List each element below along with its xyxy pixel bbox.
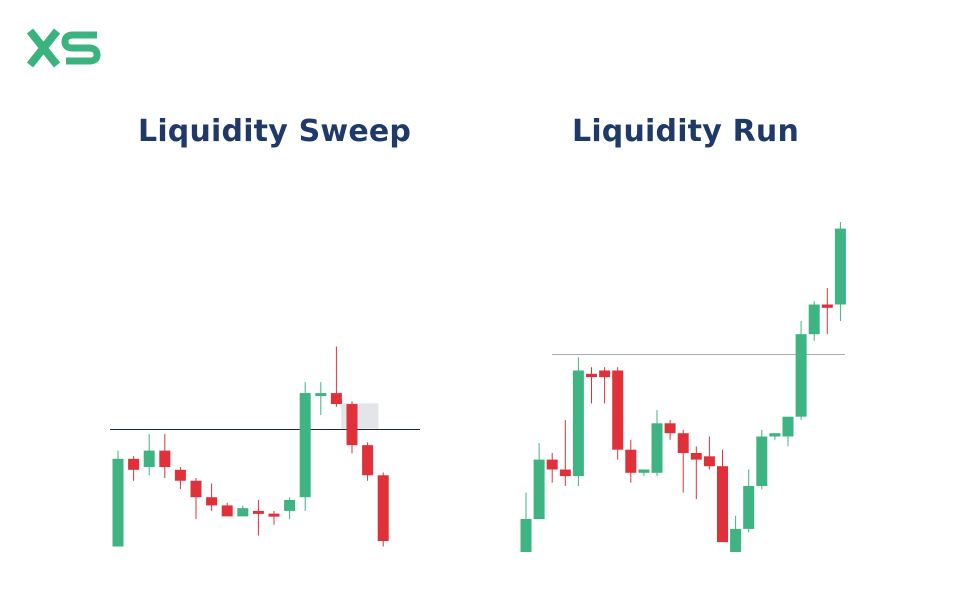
bullish-candle: [743, 486, 755, 529]
bearish-candle: [206, 497, 218, 506]
bullish-candle: [834, 228, 846, 305]
bullish-candle: [237, 508, 249, 517]
bearish-candle: [821, 304, 833, 308]
bullish-candle: [730, 528, 742, 552]
bearish-candle: [664, 423, 676, 434]
bearish-candle: [559, 469, 571, 477]
bullish-candle: [299, 393, 311, 498]
chart-title-liquidity-run: Liquidity Run: [572, 114, 800, 149]
bullish-candle: [782, 416, 794, 437]
bearish-candle: [174, 469, 186, 481]
bearish-candle: [268, 513, 280, 517]
bearish-candle: [377, 475, 389, 542]
bearish-candle: [330, 393, 342, 405]
bullish-candle: [284, 499, 296, 511]
bullish-candle: [143, 450, 155, 468]
bearish-candle: [677, 433, 689, 453]
chart-title-liquidity-sweep: Liquidity Sweep: [138, 114, 412, 149]
xs-logo: [26, 28, 101, 68]
bullish-candle: [520, 519, 532, 552]
bullish-candle: [638, 469, 650, 473]
bearish-candle: [221, 505, 233, 517]
bearish-candle: [703, 456, 715, 467]
bullish-candle: [572, 370, 584, 477]
bullish-candle: [795, 334, 807, 417]
bullish-candle: [315, 393, 327, 397]
bullish-candle: [651, 423, 663, 473]
liquidity-sweep-chart: [110, 346, 420, 547]
bearish-candle: [252, 510, 264, 514]
bullish-candle: [756, 436, 768, 486]
bearish-candle: [586, 373, 597, 378]
bullish-candle: [808, 304, 820, 335]
liquidity-run-chart: [520, 222, 846, 552]
bearish-candle: [128, 458, 140, 470]
bullish-candle: [533, 459, 545, 519]
bearish-candle: [362, 445, 374, 476]
bearish-candle: [159, 450, 171, 468]
bearish-candle: [599, 370, 611, 378]
bearish-candle: [690, 453, 702, 460]
bullish-candle: [769, 433, 781, 437]
bearish-candle: [612, 370, 624, 450]
bearish-candle: [625, 449, 637, 473]
bearish-candle: [190, 480, 202, 498]
bearish-candle: [346, 404, 358, 446]
bearish-candle: [717, 466, 728, 543]
bearish-candle: [546, 459, 558, 470]
bullish-candle: [112, 458, 124, 547]
